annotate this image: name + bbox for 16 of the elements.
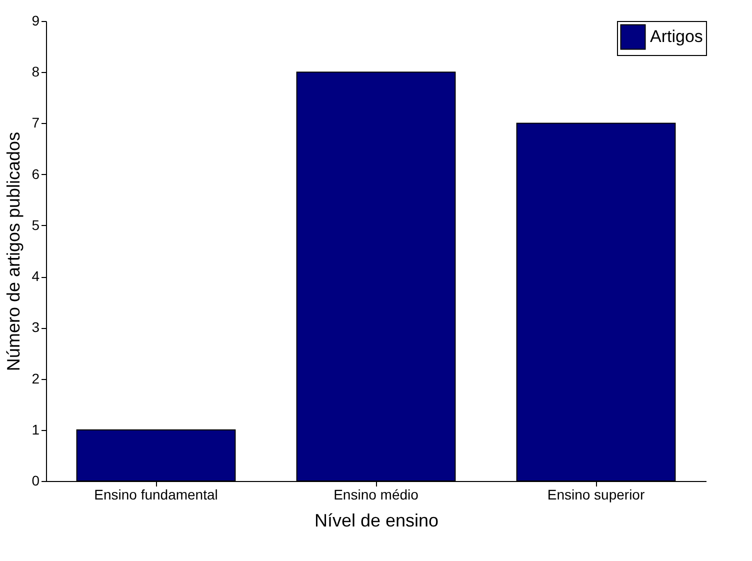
y-tick-label: 7 [32, 114, 40, 131]
y-tick-label: 0 [32, 472, 40, 488]
y-tick-label: 8 [32, 64, 40, 80]
x-axis-title: Nível de ensino [314, 510, 439, 530]
y-tick-label: 9 [32, 12, 40, 28]
x-tick-label: Ensino fundamental [94, 486, 218, 502]
y-tick-label: 4 [32, 268, 40, 284]
x-tick-label: Ensino superior [547, 486, 645, 502]
y-tick-label: 3 [32, 319, 40, 336]
y-tick-label: 2 [32, 370, 40, 386]
y-axis-title: Número de artigos publicados [4, 132, 24, 372]
y-tick-label: 1 [32, 421, 40, 438]
x-tick-label: Ensino médio [334, 486, 419, 502]
y-tick-label: 6 [32, 166, 40, 182]
legend-label: Artigos [650, 27, 703, 46]
y-tick-label: 5 [32, 216, 40, 233]
